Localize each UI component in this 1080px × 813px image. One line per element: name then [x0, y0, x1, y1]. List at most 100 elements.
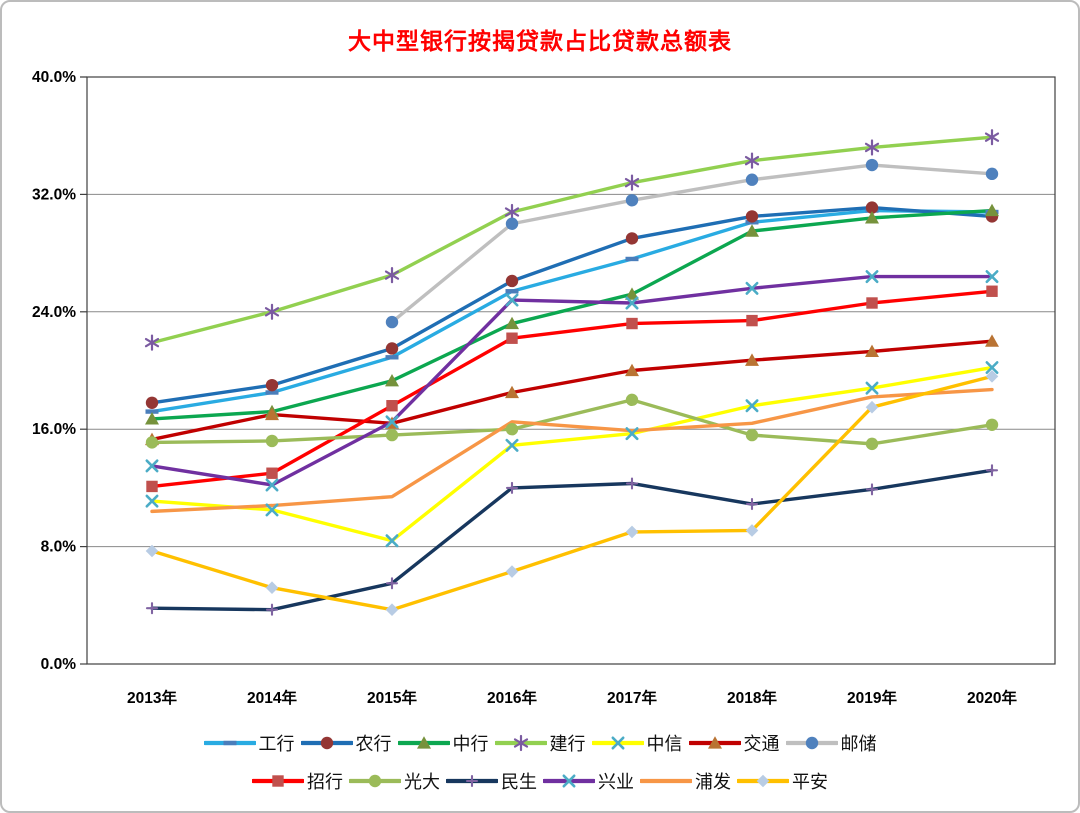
series-marker	[145, 409, 159, 414]
x-axis-label: 2017年	[607, 688, 657, 707]
legend-swatch-建行	[494, 734, 547, 752]
series-line-建行	[150, 135, 994, 345]
x-axis-label: 2016年	[487, 688, 537, 707]
series-marker	[625, 194, 639, 207]
series-line-平安	[150, 374, 994, 612]
y-axis-label: 24.0%	[32, 304, 76, 321]
chart-legend: 工行 农行 中行 建行 中信 交通 邮储 招行 光大 民生 兴业 浦发 平安	[2, 730, 1078, 794]
series-marker	[265, 390, 279, 395]
series-marker	[145, 494, 159, 508]
series-marker	[985, 361, 999, 375]
plot-border	[86, 76, 1056, 665]
series-marker	[320, 736, 333, 750]
y-axis-label: 8.0%	[41, 539, 77, 556]
series-marker	[984, 132, 1000, 142]
series-marker	[864, 142, 880, 153]
legend-swatch-平安	[737, 774, 789, 788]
series-marker	[265, 478, 279, 492]
x-axis-label: 2020年	[967, 688, 1017, 707]
legend-row: 工行 农行 中行 建行 中信 交通 邮储	[203, 730, 877, 756]
legend-item-招行: 招行	[252, 768, 343, 794]
series-marker	[416, 736, 431, 749]
legend-row: 招行 光大 民生 兴业 浦发 平安	[252, 768, 828, 794]
series-marker	[505, 423, 519, 436]
series-marker	[505, 293, 519, 307]
series-marker	[745, 524, 759, 537]
legend-item-交通: 交通	[688, 730, 780, 756]
series-marker	[385, 373, 399, 387]
series-line-兴业	[150, 274, 994, 487]
legend-label: 光大	[404, 772, 440, 792]
series-marker	[610, 736, 625, 750]
series-marker	[384, 270, 400, 280]
series-line-工行	[150, 208, 994, 414]
series-marker	[745, 399, 759, 413]
series-marker	[368, 774, 382, 788]
series-marker	[986, 285, 998, 297]
legend-item-邮储: 邮储	[785, 730, 877, 756]
series-marker	[272, 775, 284, 787]
series-line-民生	[150, 468, 994, 612]
series-marker	[505, 565, 519, 578]
series-marker	[866, 297, 878, 309]
legend-swatch-招行	[252, 775, 304, 787]
legend-item-工行: 工行	[203, 730, 295, 756]
series-marker	[865, 437, 879, 451]
series-marker	[264, 307, 280, 317]
series-marker	[145, 396, 159, 409]
legend-swatch-工行	[203, 740, 256, 746]
line-chart-plot-area: 0.0% 8.0% 16.0% 24.0% 32.0% 40.0% 2013年 2014年 20…	[32, 69, 1056, 707]
series-marker	[745, 353, 759, 366]
legend-swatch-中行	[397, 736, 450, 749]
series-line-招行	[150, 289, 994, 489]
series-marker	[805, 736, 818, 750]
legend-item-农行: 农行	[300, 730, 392, 756]
x-axis-label: 2013年	[127, 688, 177, 707]
series-marker	[505, 438, 519, 452]
legend-label: 中行	[452, 734, 489, 754]
legend-label: 中信	[646, 734, 683, 754]
series-marker	[513, 738, 528, 748]
x-axis-label: 2018年	[727, 688, 777, 707]
series-line-浦发	[150, 387, 994, 514]
series-marker	[745, 173, 759, 186]
series-marker	[745, 281, 759, 295]
series-marker	[146, 480, 158, 493]
series-line-光大	[150, 398, 994, 446]
legend-item-光大: 光大	[349, 768, 440, 794]
series-marker	[624, 177, 640, 188]
series-marker	[505, 217, 519, 230]
legend-label: 交通	[743, 734, 780, 754]
series-marker	[746, 314, 758, 327]
series-marker	[745, 428, 759, 442]
series-marker	[386, 400, 398, 412]
y-axis-label: 32.0%	[32, 186, 76, 203]
series-marker	[505, 274, 519, 288]
series-line-中信	[150, 365, 994, 543]
series-marker	[625, 525, 639, 539]
legend-swatch-中信	[591, 736, 644, 750]
series-marker	[385, 415, 399, 429]
series-marker	[865, 211, 879, 224]
series-marker	[625, 232, 639, 245]
legend-item-中行: 中行	[397, 730, 489, 756]
y-axis-label: 16.0%	[32, 421, 76, 438]
series-marker	[626, 317, 638, 330]
x-axis-label: 2015年	[367, 688, 417, 707]
series-marker	[985, 167, 999, 181]
series-marker	[625, 287, 639, 300]
series-marker	[505, 385, 519, 399]
series-marker	[744, 155, 760, 166]
legend-item-中信: 中信	[591, 730, 683, 756]
legend-swatch-农行	[300, 736, 353, 750]
series-marker	[625, 393, 639, 407]
series-marker	[865, 270, 879, 284]
x-axis-label: 2019年	[847, 688, 897, 707]
series-marker	[865, 400, 879, 414]
series-marker	[985, 418, 999, 431]
series-marker	[865, 381, 879, 395]
series-marker	[145, 459, 159, 473]
legend-label: 平安	[792, 772, 828, 792]
series-marker	[504, 207, 520, 217]
